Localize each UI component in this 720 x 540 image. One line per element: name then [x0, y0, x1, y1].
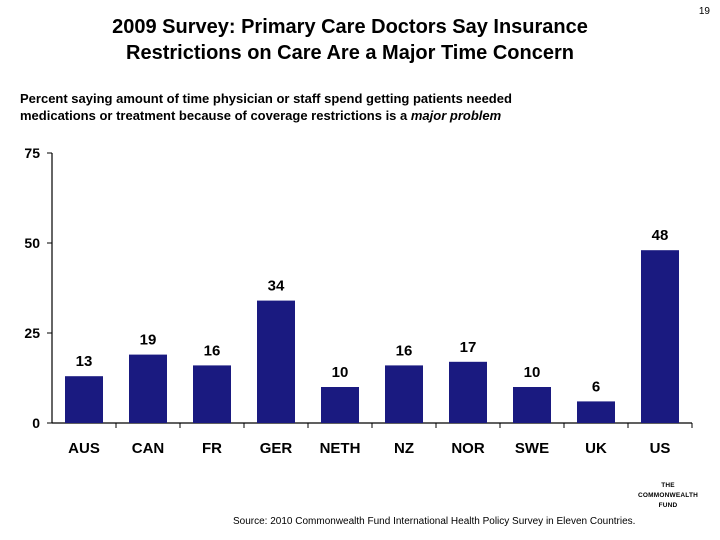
subtitle-emphasis: major problem: [410, 108, 502, 123]
category-label: NOR: [451, 440, 485, 457]
data-label: 19: [140, 332, 157, 349]
category-label: AUS: [68, 440, 100, 457]
subtitle-line-2: medications or treatment because of cove…: [20, 107, 660, 124]
bar-ger: [257, 300, 295, 423]
bar-swe: [513, 387, 551, 423]
bar-nz: [385, 365, 423, 423]
data-label: 48: [652, 227, 669, 244]
subtitle-line-2-text: medications or treatment because of cove…: [20, 108, 411, 123]
chart-subtitle: Percent saying amount of time physician …: [20, 90, 660, 124]
y-tick-label: 25: [24, 325, 40, 341]
slide-number: 19: [698, 6, 710, 17]
bar-uk: [577, 401, 615, 423]
source-note: Source: 2010 Commonwealth Fund Internati…: [233, 516, 636, 527]
data-label: 10: [524, 364, 541, 381]
category-label: SWE: [515, 440, 549, 457]
category-label: CAN: [132, 440, 165, 457]
chart-title: 2009 Survey: Primary Care Doctors Say In…: [40, 14, 660, 66]
title-line-1: 2009 Survey: Primary Care Doctors Say In…: [112, 16, 588, 38]
bar-aus: [65, 376, 103, 423]
data-label: 34: [268, 278, 285, 295]
data-label: 10: [332, 364, 349, 381]
logo-line-2: COMMONWEALTH: [637, 492, 699, 499]
data-label: 16: [204, 342, 221, 359]
y-tick-label: 75: [24, 145, 40, 161]
category-label: GER: [260, 440, 293, 457]
bar-fr: [193, 365, 231, 423]
category-label: NZ: [394, 440, 414, 457]
category-label: NETH: [320, 440, 361, 457]
bar-nor: [449, 361, 487, 423]
title-line-2: Restrictions on Care Are a Major Time Co…: [126, 42, 574, 64]
bar-can: [129, 354, 167, 423]
data-label: 13: [76, 353, 93, 370]
bar-us: [641, 250, 679, 423]
y-tick-label: 50: [24, 235, 40, 251]
logo-line-3: FUND: [658, 502, 678, 509]
data-label: 6: [592, 378, 600, 395]
bar-neth: [321, 387, 359, 423]
y-tick-label: 0: [32, 415, 40, 431]
category-label: UK: [585, 440, 607, 457]
commonwealth-fund-logo: THE COMMONWEALTH FUND: [637, 481, 699, 511]
subtitle-line-1: Percent saying amount of time physician …: [20, 91, 512, 106]
category-label: US: [650, 440, 671, 457]
data-label: 17: [460, 339, 477, 356]
category-label: FR: [202, 440, 222, 457]
logo-line-1: THE: [661, 482, 675, 489]
data-label: 16: [396, 342, 413, 359]
